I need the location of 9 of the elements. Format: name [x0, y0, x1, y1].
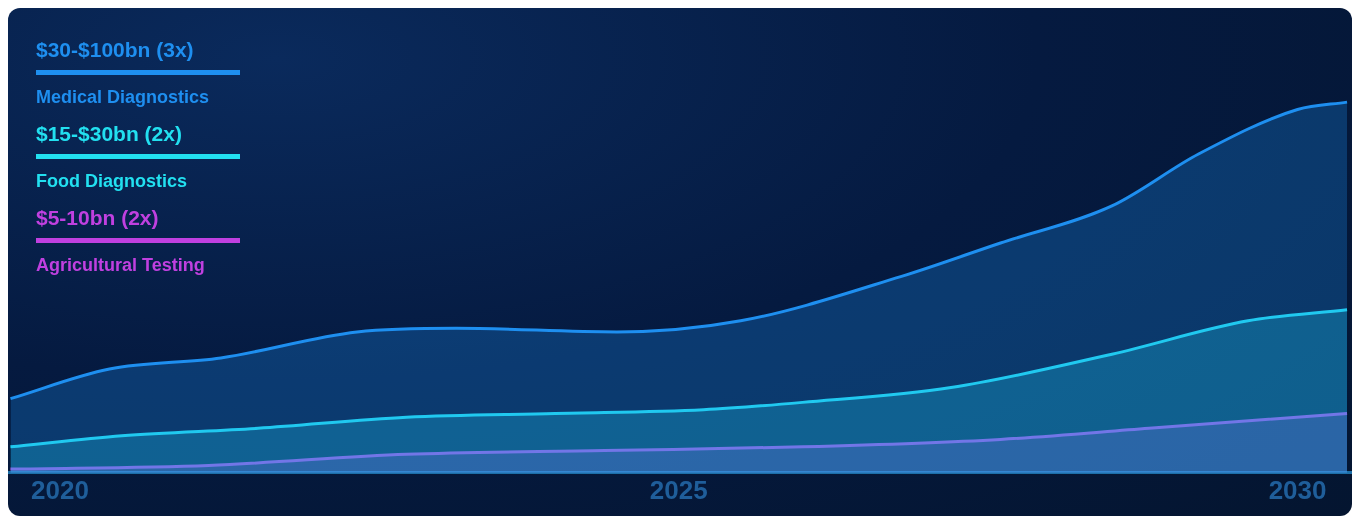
annotation: $5-10bn (2x) — [36, 206, 160, 230]
text: Medical Diagnostics — [36, 87, 211, 108]
text: Agricultural Testing — [36, 255, 206, 276]
text: Food Diagnostics — [36, 171, 188, 192]
x-tick-label: 2030 — [1268, 474, 1327, 505]
annotation: $15-$30bn (2x) — [36, 122, 183, 146]
x-tick-label: 2020 — [31, 474, 89, 505]
x-tick-label: 2025 — [649, 474, 708, 505]
text: $30-$100bn (3x) — [36, 38, 195, 62]
